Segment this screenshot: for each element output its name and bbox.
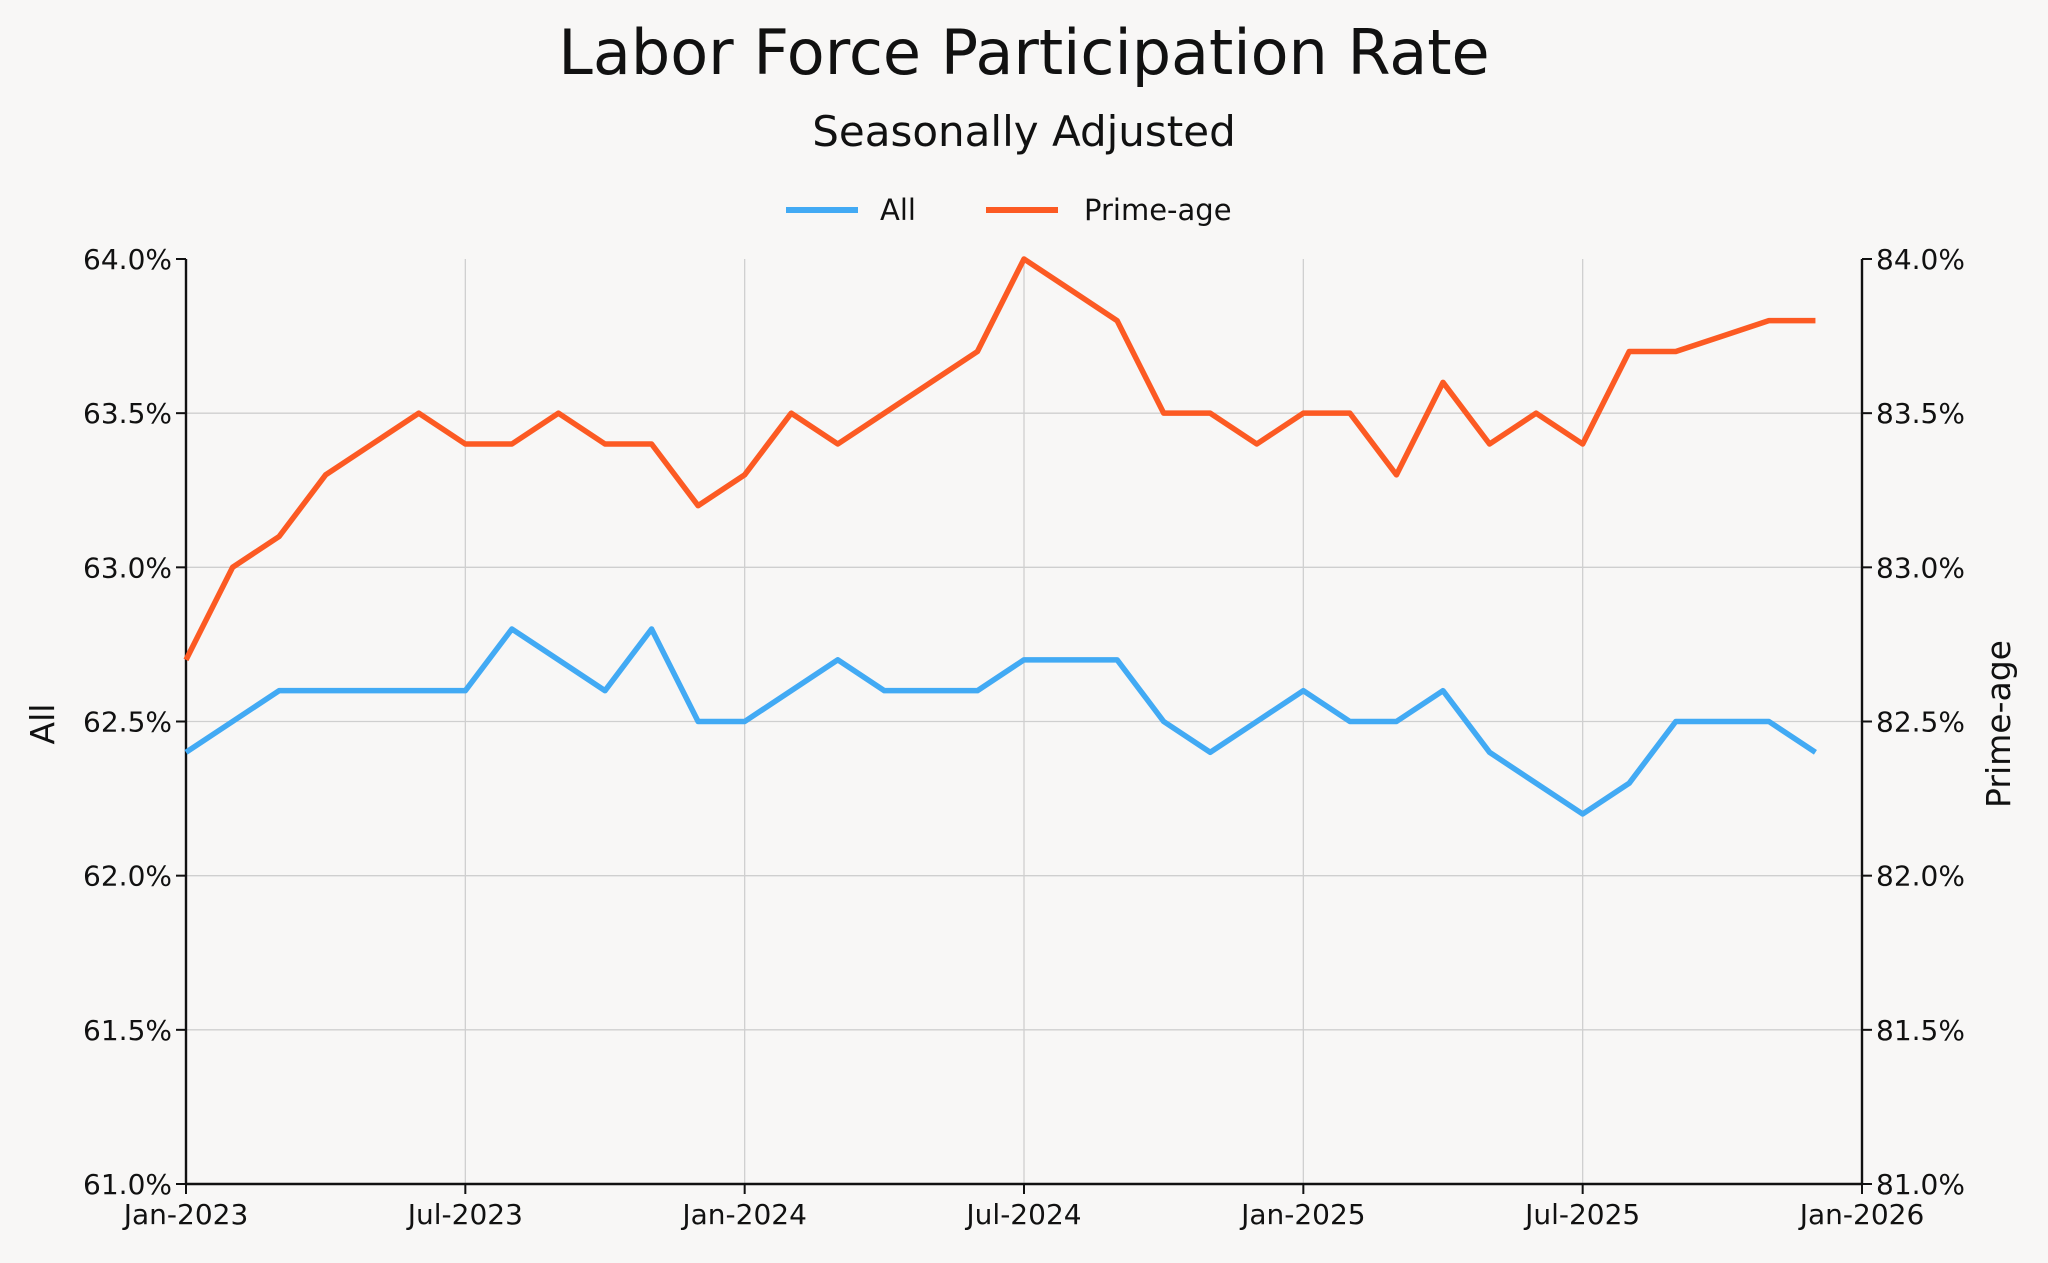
left-tick-label: 63.0% (83, 551, 172, 584)
tick-labels: 61.0% 81.0% 61.5% 81.5% 62.0% 82.0% 62.5% 82.5%… (83, 243, 1965, 1231)
series-line-all (184, 626, 1817, 817)
left-tick-label: 64.0% (83, 243, 172, 276)
right-tick-label: 84.0% (1876, 243, 1965, 276)
x-tick-label: Jan-2026 (1798, 1198, 1925, 1231)
left-tick-label: 62.0% (83, 860, 172, 893)
chart-subtitle: Seasonally Adjusted (812, 107, 1236, 156)
left-tick-label: 63.5% (83, 397, 172, 430)
legend-label-prime-age: Prime-age (1084, 193, 1232, 227)
x-tick-label: Jul-2025 (1523, 1198, 1640, 1231)
axes (176, 258, 1872, 1194)
x-tick-label: Jul-2024 (964, 1198, 1081, 1231)
left-axis-title: All (23, 704, 62, 745)
right-tick-label: 83.0% (1876, 551, 1965, 584)
series-line-prime-age (183, 256, 1816, 662)
right-tick-label: 81.5% (1876, 1014, 1965, 1047)
series-lines (183, 256, 1817, 817)
x-tick-label: Jul-2023 (406, 1198, 523, 1231)
right-tick-label: 82.0% (1876, 860, 1965, 893)
legend: All Prime-age (786, 193, 1232, 227)
legend-label-all: All (880, 193, 916, 227)
left-tick-label: 61.0% (83, 1168, 172, 1201)
x-tick-label: Jan-2025 (1239, 1198, 1366, 1231)
right-axis-title: Prime-age (1979, 640, 2018, 808)
left-tick-label: 62.5% (83, 706, 172, 739)
right-tick-label: 83.5% (1876, 397, 1965, 430)
right-tick-label: 82.5% (1876, 706, 1965, 739)
left-tick-label: 61.5% (83, 1014, 172, 1047)
x-tick-label: Jan-2024 (680, 1198, 807, 1231)
right-tick-label: 81.0% (1876, 1168, 1965, 1201)
chart-title: Labor Force Participation Rate (558, 16, 1489, 89)
x-tick-label: Jan-2023 (122, 1198, 249, 1231)
